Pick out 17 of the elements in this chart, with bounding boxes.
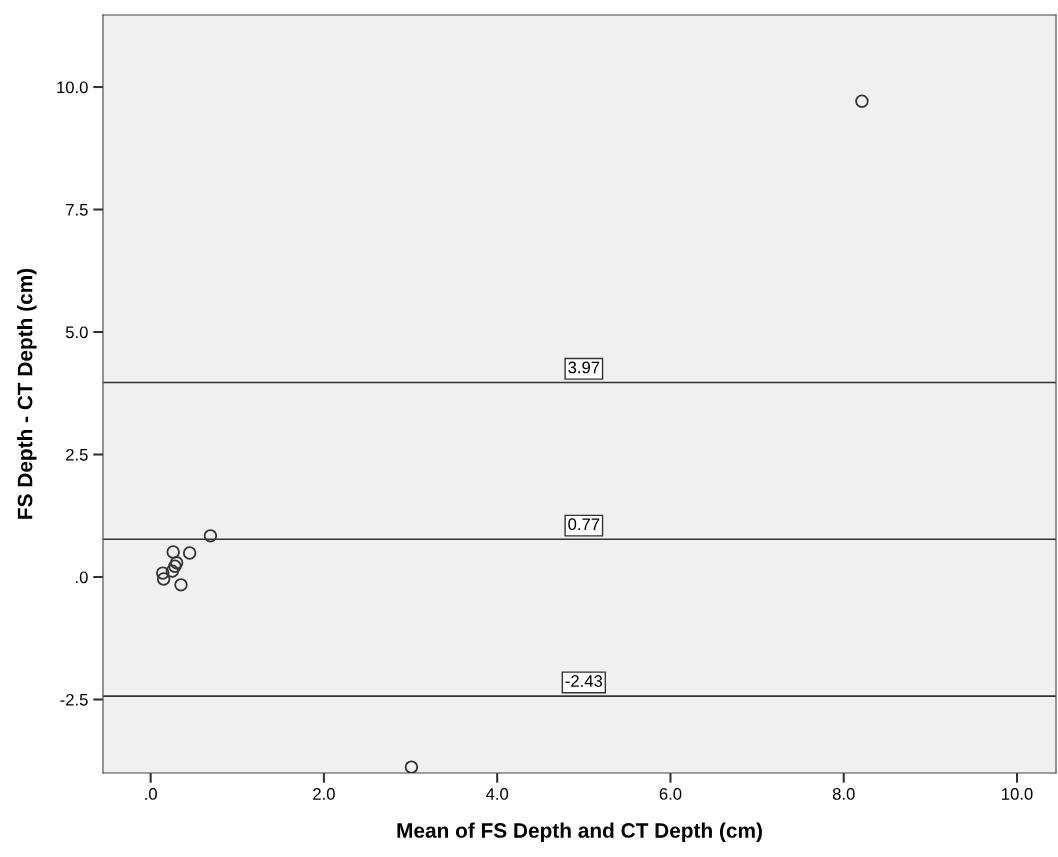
x-tick-label: 2.0 xyxy=(313,788,335,800)
y-tick-label: .0 xyxy=(76,571,88,584)
x-tick-label: .0 xyxy=(145,788,157,800)
ref-line-label: -2.43 xyxy=(565,675,603,687)
y-tick-label: -2.5 xyxy=(60,693,88,706)
y-tick-label: 7.5 xyxy=(66,204,88,216)
y-tick-label: 2.5 xyxy=(66,448,88,461)
x-tick-label: 8.0 xyxy=(832,788,855,800)
ref-line-label: 3.97 xyxy=(568,361,600,374)
x-tick-label: 10.0 xyxy=(1002,788,1033,800)
y-tick-label: 5.0 xyxy=(65,326,88,339)
y-axis-title: FS Depth - CT Depth (cm) xyxy=(17,268,37,519)
y-tick-label: 10.0 xyxy=(57,81,88,94)
x-tick-label: 6.0 xyxy=(659,788,682,800)
x-tick-label: 4.0 xyxy=(485,788,509,800)
ref-line-label: 0.77 xyxy=(568,518,600,531)
x-axis-title: Mean of FS Depth and CT Depth (cm) xyxy=(397,822,762,842)
